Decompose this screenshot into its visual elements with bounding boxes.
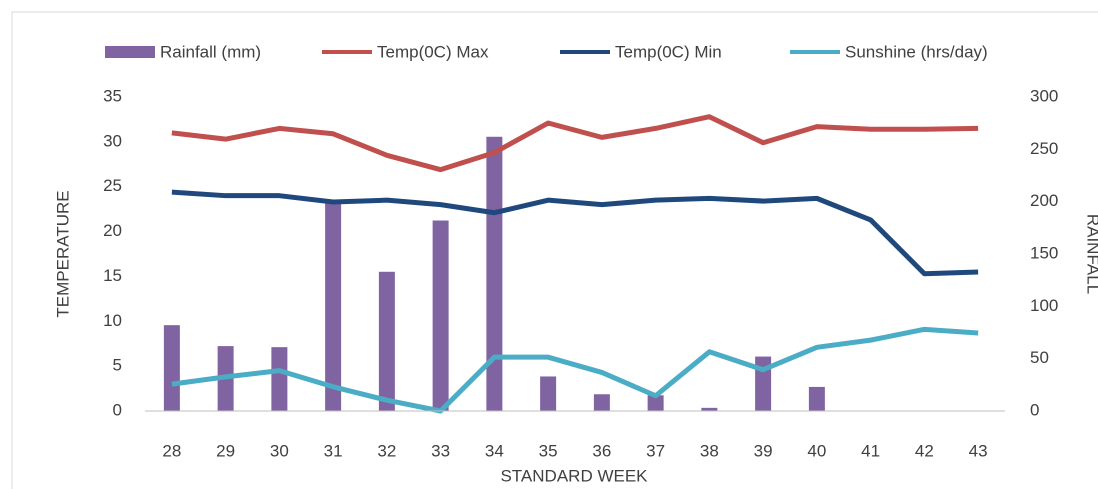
bar (271, 347, 288, 411)
x-tick-label: 31 (324, 441, 343, 460)
bar (163, 325, 180, 411)
bar (325, 199, 342, 411)
x-tick-label: 41 (861, 441, 880, 460)
legend-label: Rainfall (mm) (160, 42, 261, 61)
x-tick-label: 28 (162, 441, 181, 460)
y2-tick-label: 0 (1030, 400, 1039, 419)
bar (647, 395, 664, 411)
legend-label: Temp(0C) Max (377, 42, 489, 61)
bar (486, 136, 503, 412)
bar (808, 386, 825, 411)
x-tick-label: 30 (270, 441, 289, 460)
x-tick-label: 37 (646, 441, 665, 460)
y2-tick-label: 200 (1030, 191, 1058, 210)
x-tick-label: 39 (754, 441, 773, 460)
y2-tick-label: 150 (1030, 243, 1058, 262)
y-tick-label: 10 (103, 311, 122, 330)
x-tick-label: 43 (969, 441, 988, 460)
y-tick-label: 5 (113, 356, 122, 375)
y2-tick-label: 300 (1030, 86, 1058, 105)
x-tick-label: 38 (700, 441, 719, 460)
legend-label: Temp(0C) Min (615, 42, 722, 61)
x-tick-label: 33 (431, 441, 450, 460)
x-tick-label: 32 (377, 441, 396, 460)
y-tick-label: 20 (103, 221, 122, 240)
bar (432, 220, 449, 411)
x-tick-label: 35 (539, 441, 558, 460)
x-tick-label: 42 (915, 441, 934, 460)
bar (593, 394, 610, 411)
x-tick-label: 40 (807, 441, 826, 460)
x-tick-label: 36 (592, 441, 611, 460)
y2-tick-label: 250 (1030, 139, 1058, 158)
line (171, 326, 979, 414)
bar (540, 376, 557, 411)
y-tick-label: 30 (103, 131, 122, 150)
chart-border (11, 11, 1098, 489)
y-tick-label: 35 (103, 86, 122, 105)
legend-swatch (105, 46, 155, 58)
y-tick-label: 0 (113, 400, 122, 419)
x-tick-label: 34 (485, 441, 504, 460)
y2-axis-label: RAINFALL (1084, 214, 1098, 294)
y-tick-label: 25 (103, 176, 122, 195)
y2-tick-label: 50 (1030, 348, 1049, 367)
bar (701, 407, 718, 411)
y-axis-label: TEMPERATURE (53, 190, 72, 317)
bar (378, 271, 395, 411)
x-axis-label: STANDARD WEEK (500, 466, 648, 485)
legend-label: Sunshine (hrs/day) (845, 42, 988, 61)
y-tick-label: 15 (103, 266, 122, 285)
x-tick-label: 29 (216, 441, 235, 460)
line (171, 189, 979, 277)
y2-tick-label: 100 (1030, 296, 1058, 315)
line (171, 114, 979, 173)
